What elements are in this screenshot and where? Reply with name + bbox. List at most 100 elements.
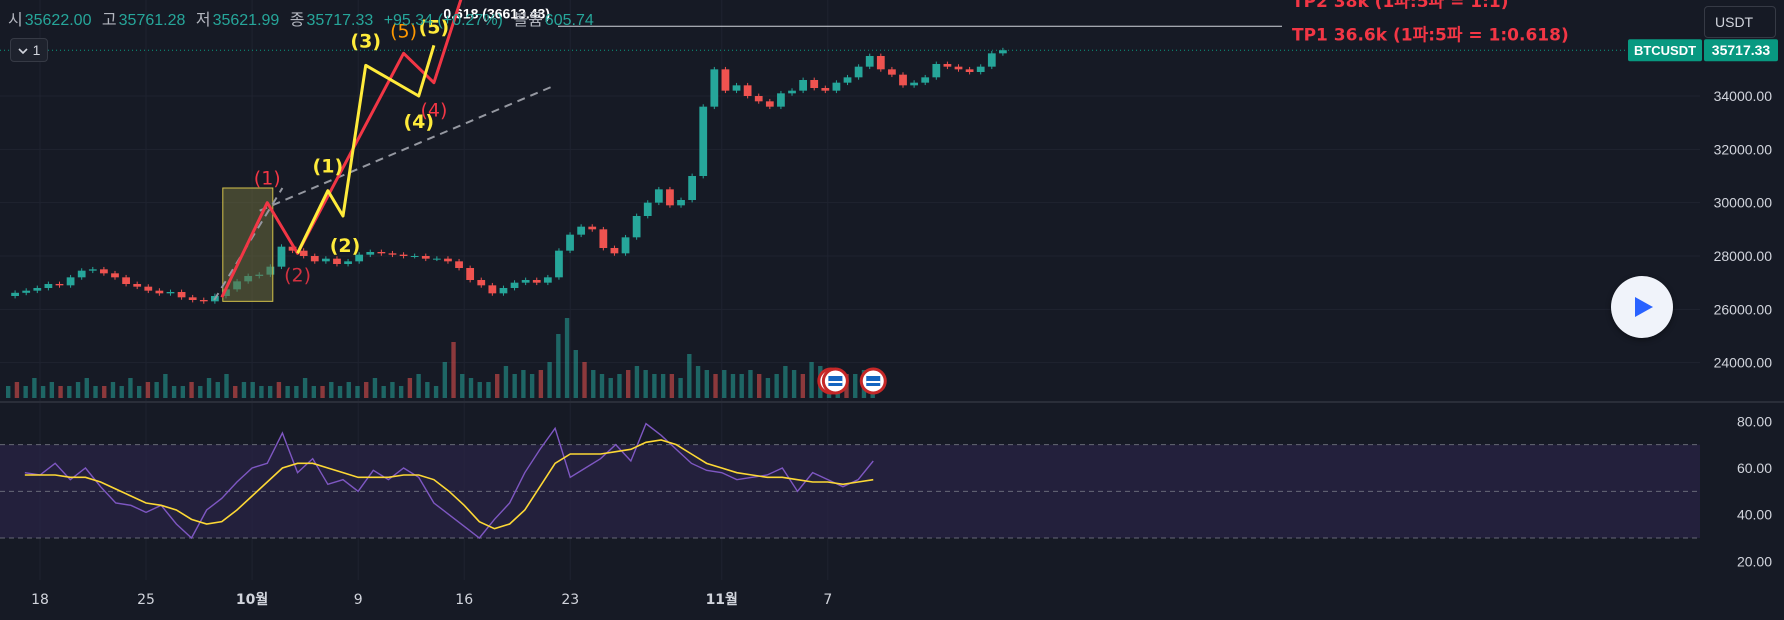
volume-bar [521,370,526,398]
candle-body [432,258,441,260]
volume-bar [486,382,491,398]
candle-body [621,237,630,254]
play-button[interactable] [1611,276,1673,338]
play-icon [1635,297,1653,317]
candle-body [44,284,53,288]
volume-bar [163,374,168,398]
candle-body [555,250,563,278]
volume-bar [582,362,587,398]
large-wave-label: (1) [254,168,281,190]
volume-bar [206,378,212,398]
candle-body [488,285,497,294]
candle-body [122,277,130,284]
volume-bar [573,350,578,398]
candle-body [288,246,297,251]
volume-bar [800,374,806,398]
candle-body [88,269,97,271]
price-axis-label: 26000.00 [1714,301,1773,317]
indicator-toggle-button[interactable]: 1 [10,38,48,62]
volume-bar [722,370,727,398]
volume-bar [294,386,299,398]
volume-bar [390,382,395,398]
volume-bar [6,386,11,398]
candle-body [155,290,164,294]
price-axis-label: 32000.00 [1714,141,1773,157]
candle-body [11,292,19,296]
volume-bar [599,374,605,398]
volume-bar [136,386,142,398]
price-axis-label: 30000.00 [1714,195,1773,211]
candle-body [987,53,996,67]
candle-body [377,252,386,254]
volume-bar [40,386,46,398]
open-value: 35622.00 [24,12,92,29]
candle-body [388,253,397,255]
volume-bar [372,378,378,398]
volume-bar [224,374,229,398]
candle-body [666,189,674,206]
candle-body [366,252,375,255]
price-tag-bg [1704,39,1778,62]
volume-bar [451,342,456,398]
target-label: TP2 38k (1파:5파 = 1:1) [1292,0,1509,12]
volume-bar [93,386,98,398]
volume-bar [398,386,404,398]
candle-body [910,82,918,86]
volume-bar [626,370,631,398]
time-axis-label: 9 [354,592,363,608]
volume-bar [547,362,552,398]
volume-bar [853,374,858,398]
volume-bar [180,386,186,398]
candle-body [344,261,352,264]
large-wave-path [220,0,463,298]
volume-bar [84,378,89,398]
small-wave-label: (3) [350,30,381,52]
candle-body [588,226,597,230]
us-flag-icon [859,367,887,395]
volume-bar [652,374,657,398]
volume-bar [311,386,317,398]
us-flag-icon [821,367,849,395]
candle-body [144,286,153,291]
volume-bar [756,374,762,398]
candle-body [166,292,175,294]
candle-body [677,200,685,206]
candle-body [310,256,319,262]
time-axis-label: 11월 [706,591,738,608]
time-axis-label: 7 [823,592,832,608]
ohlc-legend: 시 35622.00 고 35761.28 저 35621.99 종 35717.33 … [8,6,600,30]
candle-body [643,202,652,216]
candles [11,47,1007,304]
candle-body [77,270,86,278]
candle-body [710,69,719,107]
candle-body [455,261,463,268]
volume-bar [250,382,255,398]
volume-bar [14,382,20,398]
volume-bar [154,382,159,398]
volume-label: 볼륨 [513,12,543,29]
volume-bar [198,386,203,398]
candle-body [854,66,863,78]
candle-body [510,282,519,288]
candle-body [566,234,574,251]
volume-bar [215,382,220,398]
currency-selector[interactable]: USDT [1704,6,1776,38]
candle-body [532,280,541,283]
volume-bar [23,386,28,398]
candle-body [55,284,64,286]
volume-bar [556,334,561,398]
candle-body [821,88,830,91]
candle-body [899,74,907,86]
open-label: 시 [8,12,23,29]
candle-body [932,64,941,78]
low-label: 저 [195,12,211,29]
volume-bar [495,374,500,398]
volume-bar [58,386,63,398]
candle-body [732,85,741,91]
volume-bar [102,386,107,398]
chevron-down-icon [18,42,28,58]
volume-bar [49,382,55,398]
volume-bar [660,374,666,398]
